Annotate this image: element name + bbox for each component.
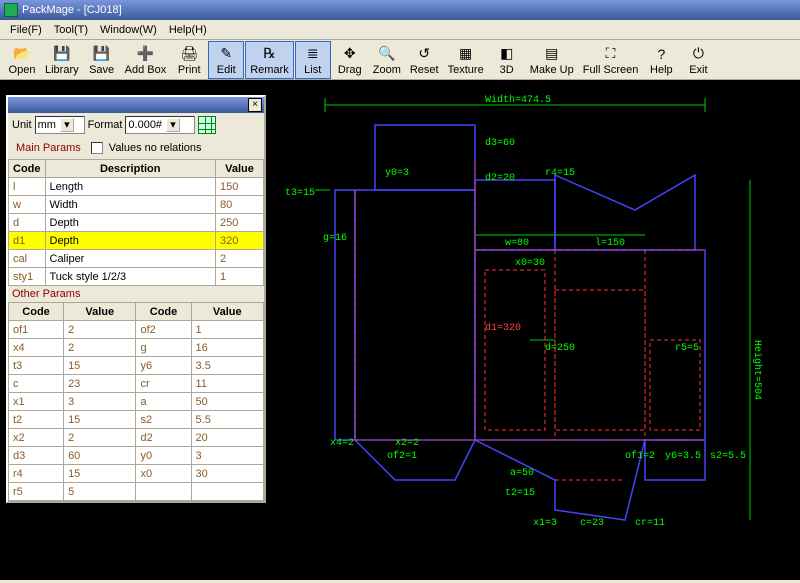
help-icon: ? <box>651 44 671 64</box>
table-row[interactable]: sty1Tuck style 1/2/31 <box>9 268 264 286</box>
unit-label: Unit <box>12 119 32 131</box>
table-row[interactable]: c23cr11 <box>9 375 264 393</box>
window-title: PackMage - [CJ018] <box>22 4 122 16</box>
reset-icon: ↺ <box>414 44 434 64</box>
dim-label: l=150 <box>595 237 625 249</box>
dim-label: r5=5 <box>675 343 699 354</box>
app-icon <box>4 3 18 17</box>
texture-icon: ▦ <box>456 44 476 64</box>
values-no-relations-label: Values no relations <box>109 142 202 154</box>
dim-label: d=250 <box>545 342 575 354</box>
toolbar-open[interactable]: 📂Open <box>4 42 40 78</box>
dim-label: d1=320 <box>485 322 521 334</box>
table-row[interactable]: wWidth80 <box>9 196 264 214</box>
table-row[interactable]: calCaliper2 <box>9 250 264 268</box>
print-icon: 🖨 <box>179 44 199 64</box>
dim-label: of2=1 <box>387 450 417 462</box>
other-params-label: Other Params <box>8 286 264 302</box>
dim-label: t2=15 <box>505 488 535 499</box>
dim-label: g=16 <box>323 233 347 244</box>
dim-label: d3=60 <box>485 137 515 149</box>
format-label: Format <box>88 119 123 131</box>
toolbar-print[interactable]: 🖨Print <box>171 42 207 78</box>
dim-label: cr=11 <box>635 518 665 529</box>
dim-label: d2=20 <box>485 172 515 184</box>
table-row[interactable]: d1Depth320 <box>9 232 264 250</box>
panel-titlebar: × <box>8 97 264 113</box>
toolbar-full-screen[interactable]: ⛶Full Screen <box>579 42 643 78</box>
toolbar-add-box[interactable]: ➕Add Box <box>121 42 171 78</box>
dim-label: x1=3 <box>533 518 557 529</box>
exit-icon: ⏻ <box>688 44 708 64</box>
dim-label: x4=2 <box>330 438 354 449</box>
dim-label: y0=3 <box>385 168 409 179</box>
toolbar-3d[interactable]: ◧3D <box>489 42 525 78</box>
cad-canvas[interactable]: Width=474.5 Height=504 <box>270 80 800 580</box>
library-icon: 💾 <box>52 44 72 64</box>
table-row[interactable]: of12of21 <box>9 321 264 339</box>
drag-icon: ✥ <box>340 44 360 64</box>
menu-help[interactable]: Help(H) <box>165 22 211 38</box>
dim-label: y6=3.5 <box>665 451 701 462</box>
make up-icon: ▤ <box>542 44 562 64</box>
remark-icon: ℞ <box>259 44 279 64</box>
table-row[interactable]: t315y63.5 <box>9 357 264 375</box>
dim-height: Height=504 <box>751 340 763 400</box>
dim-width: Width=474.5 <box>485 94 551 106</box>
format-select[interactable]: 0.000#▾ <box>125 116 195 134</box>
menubar: File(F) Tool(T) Window(W) Help(H) <box>0 20 800 40</box>
dim-label: t3=15 <box>285 188 315 199</box>
toolbar-library[interactable]: 💾Library <box>41 42 83 78</box>
toolbar-texture[interactable]: ▦Texture <box>444 42 488 78</box>
3d-icon: ◧ <box>497 44 517 64</box>
table-row[interactable]: r55 <box>9 483 264 501</box>
toolbar-zoom[interactable]: 🔍Zoom <box>369 42 405 78</box>
open-icon: 📂 <box>12 44 32 64</box>
toolbar-drag[interactable]: ✥Drag <box>332 42 368 78</box>
add box-icon: ➕ <box>135 44 155 64</box>
dim-label: a=50 <box>510 468 534 479</box>
dim-label: s2=5.5 <box>710 451 746 462</box>
zoom-icon: 🔍 <box>377 44 397 64</box>
table-row[interactable]: lLength150 <box>9 178 264 196</box>
table-row[interactable]: r415x030 <box>9 465 264 483</box>
menu-window[interactable]: Window(W) <box>96 22 161 38</box>
table-row[interactable]: x13a50 <box>9 393 264 411</box>
full screen-icon: ⛶ <box>601 44 621 64</box>
dim-label: x0=30 <box>515 258 545 269</box>
other-params-table: CodeValue CodeValue of12of21x42g16t315y6… <box>8 302 264 501</box>
values-no-relations-checkbox[interactable] <box>91 142 103 154</box>
dim-label: c=23 <box>580 518 604 529</box>
dim-label: w=80 <box>505 238 529 249</box>
toolbar-edit[interactable]: ✎Edit <box>208 41 244 79</box>
panel-close-button[interactable]: × <box>248 98 262 112</box>
table-row[interactable]: t215s25.5 <box>9 411 264 429</box>
dim-label: x2=2 <box>395 438 419 449</box>
table-row[interactable]: x42g16 <box>9 339 264 357</box>
grid-icon[interactable] <box>198 116 216 134</box>
list-icon: ≣ <box>303 44 323 64</box>
menu-file[interactable]: File(F) <box>6 22 46 38</box>
table-row[interactable]: d360y03 <box>9 447 264 465</box>
toolbar-make-up[interactable]: ▤Make Up <box>526 42 578 78</box>
params-panel: × Unit mm▾ Format 0.000#▾ Main Params Va… <box>6 95 266 503</box>
edit-icon: ✎ <box>216 44 236 64</box>
unit-select[interactable]: mm▾ <box>35 116 85 134</box>
main-params-label: Main Params <box>12 140 85 156</box>
toolbar-remark[interactable]: ℞Remark <box>245 41 294 79</box>
main-params-table: CodeDescriptionValue lLength150wWidth80d… <box>8 159 264 286</box>
save-icon: 💾 <box>92 44 112 64</box>
table-row[interactable]: dDepth250 <box>9 214 264 232</box>
toolbar-help[interactable]: ?Help <box>643 42 679 78</box>
window-titlebar: PackMage - [CJ018] <box>0 0 800 20</box>
table-row[interactable]: x22d220 <box>9 429 264 447</box>
toolbar: 📂Open💾Library💾Save➕Add Box🖨Print✎Edit℞Re… <box>0 40 800 80</box>
toolbar-exit[interactable]: ⏻Exit <box>680 42 716 78</box>
toolbar-reset[interactable]: ↺Reset <box>406 42 443 78</box>
dim-label: r4=15 <box>545 168 575 179</box>
toolbar-list[interactable]: ≣List <box>295 41 331 79</box>
dim-label: of1=2 <box>625 450 655 462</box>
toolbar-save[interactable]: 💾Save <box>84 42 120 78</box>
menu-tool[interactable]: Tool(T) <box>50 22 92 38</box>
